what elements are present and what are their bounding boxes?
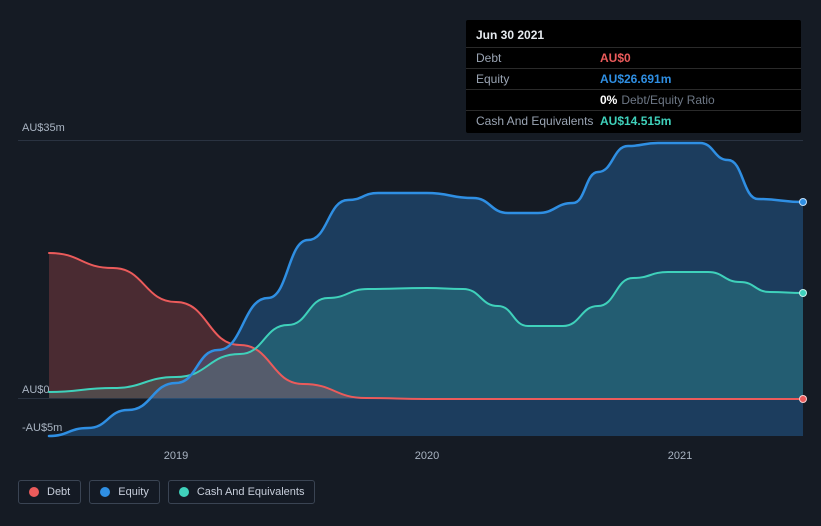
chart-root: AU$35m AU$0 -AU$5m 2019 2020 2021 Jun 30… — [18, 0, 803, 526]
tooltip-row: EquityAU$26.691m — [466, 68, 801, 89]
legend: Debt Equity Cash And Equivalents — [18, 480, 315, 504]
legend-item-debt[interactable]: Debt — [18, 480, 81, 504]
tooltip-date: Jun 30 2021 — [466, 26, 801, 47]
tooltip-row: 0% Debt/Equity Ratio — [466, 89, 801, 110]
series-end-dot-equity — [799, 198, 807, 206]
series-end-dot-debt — [799, 395, 807, 403]
tooltip-row-value: AU$14.515m — [600, 114, 671, 128]
tooltip-row-value: 0% — [600, 93, 617, 107]
legend-item-equity[interactable]: Equity — [89, 480, 160, 504]
legend-swatch — [100, 487, 110, 497]
tooltip-row: Cash And EquivalentsAU$14.515m — [466, 110, 801, 131]
tooltip-row-label: Debt — [476, 51, 600, 65]
legend-label: Equity — [118, 486, 149, 498]
tooltip-row-value: AU$0 — [600, 51, 631, 65]
tooltip-row-label: Equity — [476, 72, 600, 86]
chart-tooltip: Jun 30 2021 DebtAU$0EquityAU$26.691m0%De… — [466, 20, 801, 133]
tooltip-row-extra: Debt/Equity Ratio — [621, 93, 714, 107]
legend-label: Debt — [47, 486, 70, 498]
tooltip-row-value: AU$26.691m — [600, 72, 671, 86]
legend-item-cash-and-equivalents[interactable]: Cash And Equivalents — [168, 480, 316, 504]
legend-swatch — [179, 487, 189, 497]
tooltip-row-label — [476, 93, 600, 107]
tooltip-row-label: Cash And Equivalents — [476, 114, 600, 128]
series-end-dot-cash — [799, 289, 807, 297]
tooltip-row: DebtAU$0 — [466, 47, 801, 68]
legend-label: Cash And Equivalents — [197, 486, 305, 498]
legend-swatch — [29, 487, 39, 497]
